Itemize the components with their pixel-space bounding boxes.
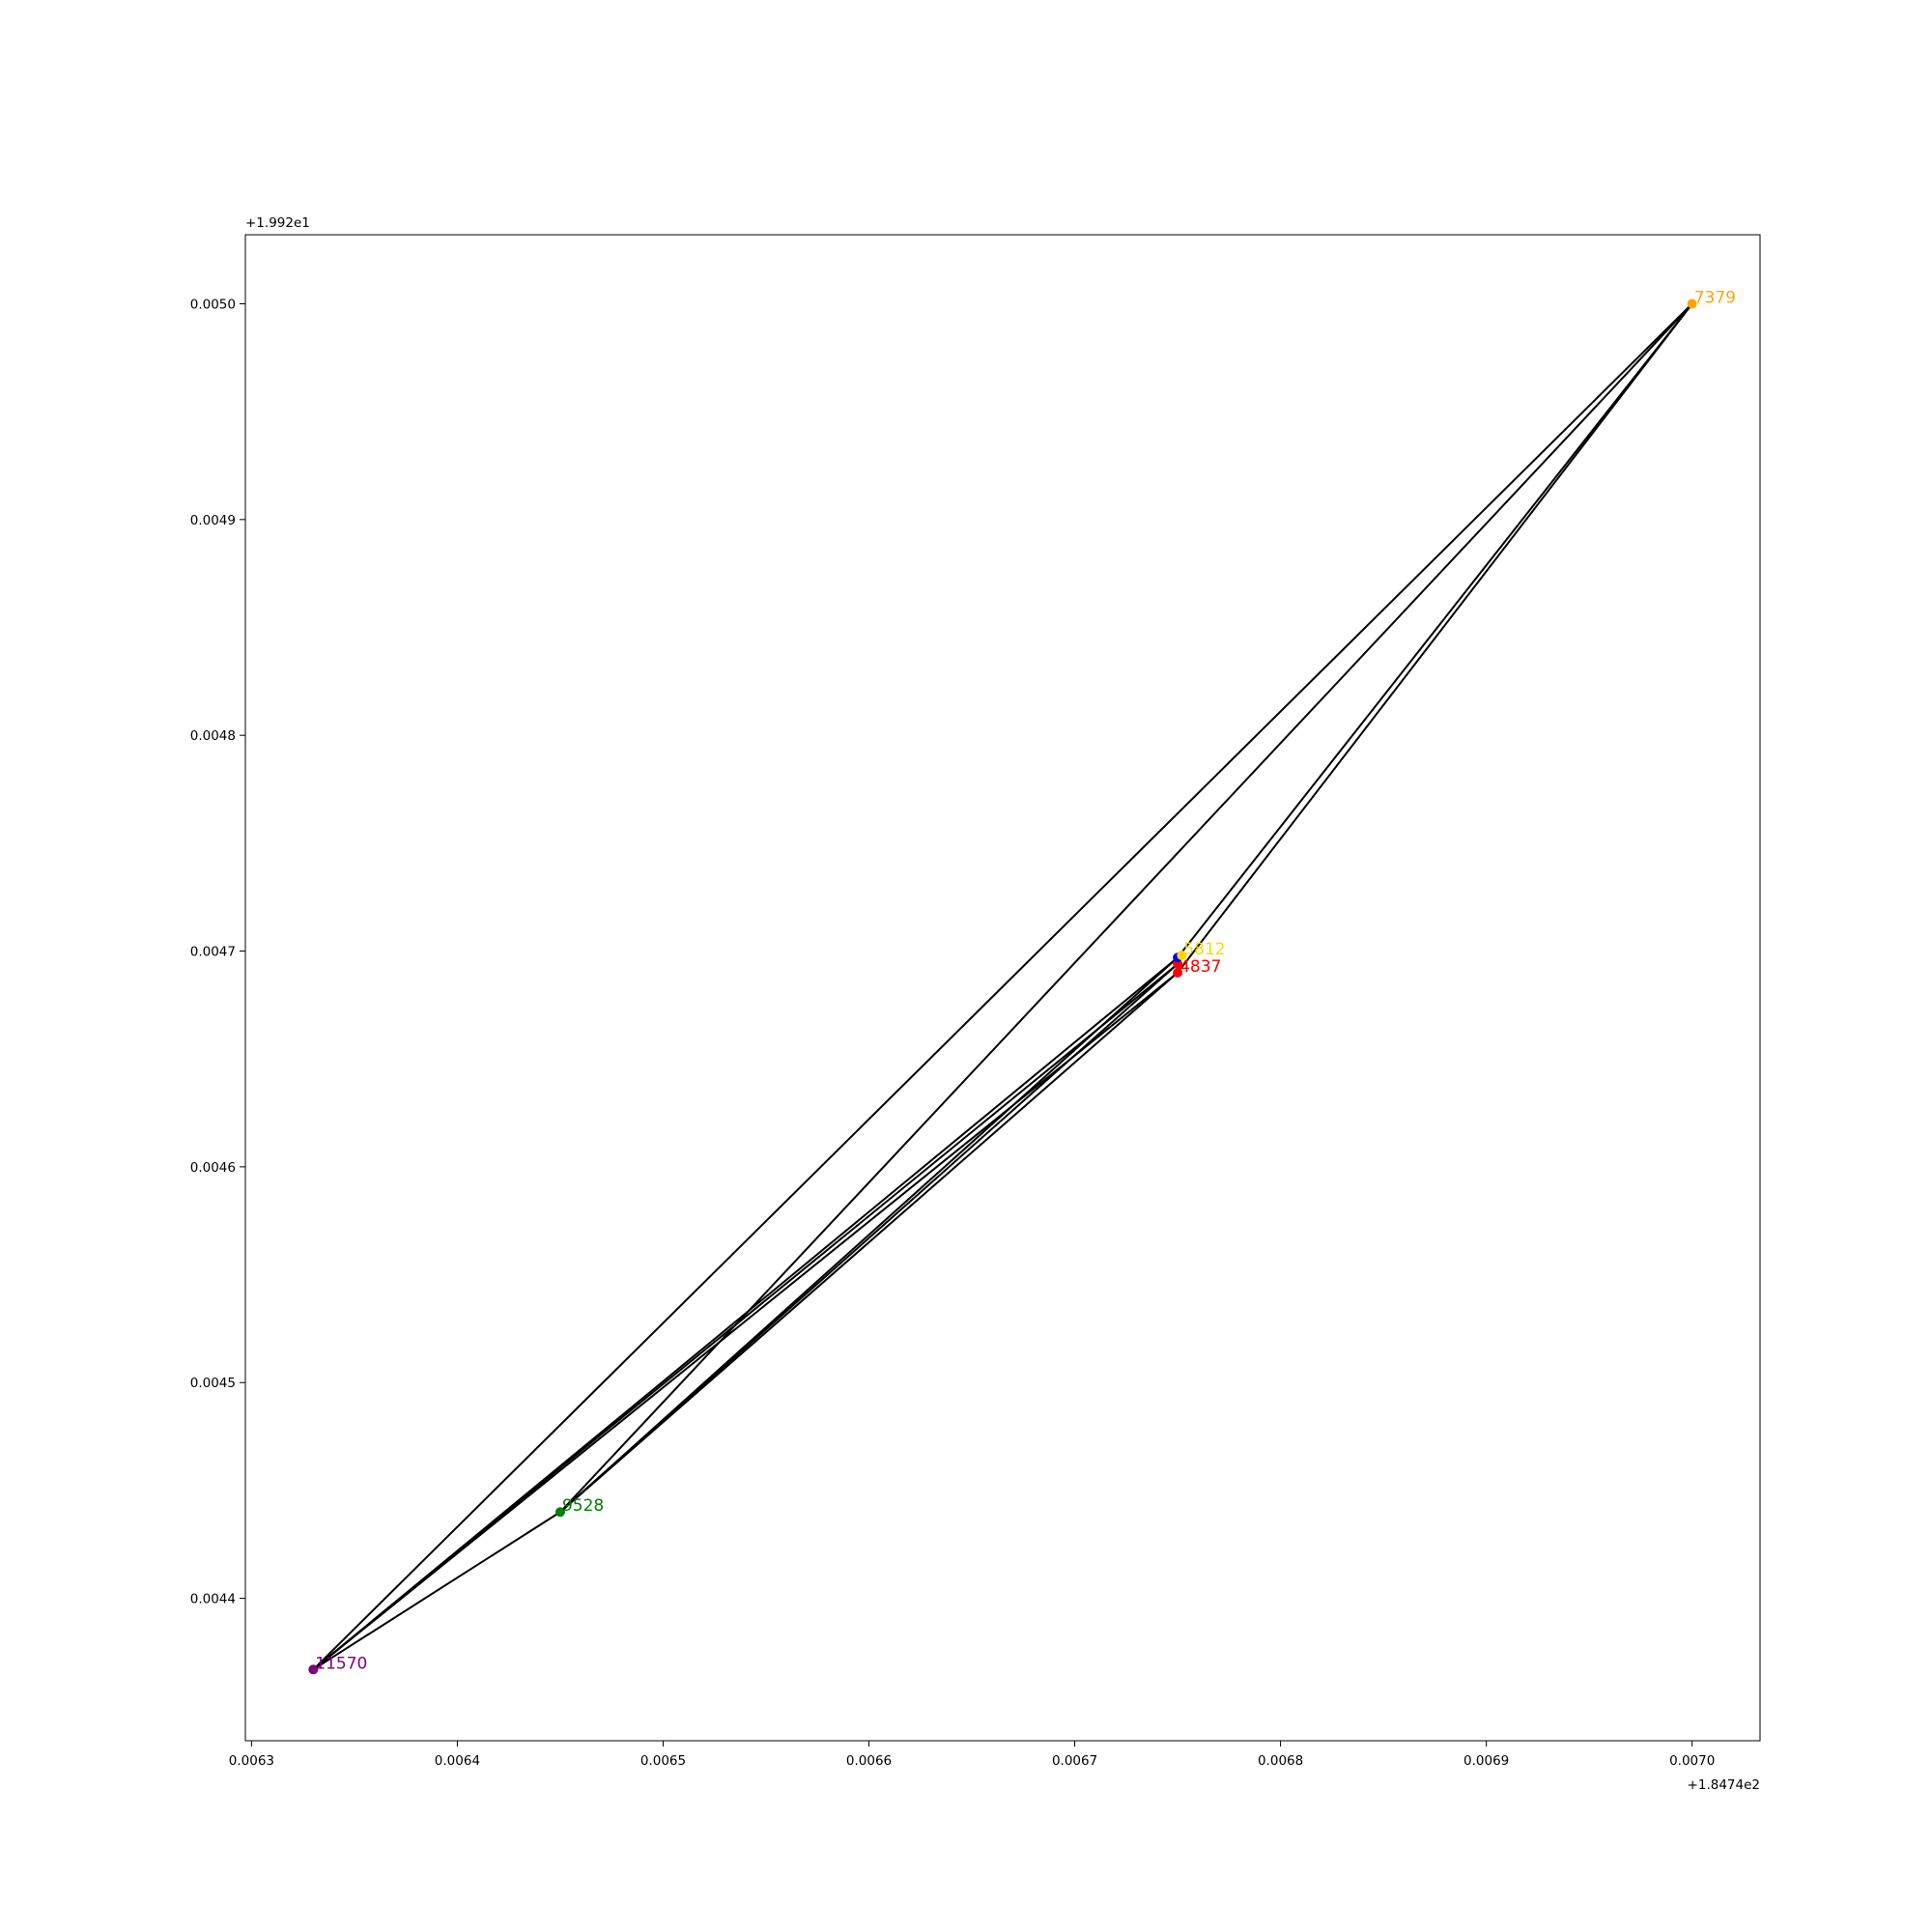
edge-11570-b1 (312, 956, 1179, 1671)
y-tick-label-5: 0.0049 (190, 513, 236, 528)
edge-11570-7379 (312, 302, 1693, 1671)
y-tick-label-6: 0.0050 (190, 297, 236, 312)
x-tick-label-6: 0.0069 (1463, 1753, 1509, 1769)
x-tick-label-4: 0.0067 (1052, 1753, 1097, 1769)
edge-11570-9528 (312, 1511, 561, 1671)
edges-layer (312, 302, 1693, 1671)
points-layer (308, 298, 1697, 1675)
edge-9528-4837 (559, 972, 1179, 1513)
edge-9528-b1 (559, 956, 1179, 1513)
y-tick-label-0: 0.0044 (190, 1592, 236, 1607)
y-axis: 0.0044 0.0045 0.0046 0.0047 0.0048 0.0049 0.00… (190, 297, 245, 1607)
node-point-5812 (1177, 950, 1187, 960)
node-label-9528: 9528 (562, 1496, 604, 1516)
node-label-4837: 4837 (1179, 957, 1221, 977)
node-label-7379: 7379 (1694, 288, 1736, 307)
edge-b1-7379 (1177, 302, 1693, 958)
x-tick-label-5: 0.0068 (1258, 1753, 1303, 1769)
y-tick-label-2: 0.0046 (190, 1160, 236, 1176)
plot-frame (244, 234, 1761, 1742)
edge-9528-7379 (559, 302, 1693, 1513)
x-offset-label: +1.8474e2 (1688, 1777, 1760, 1793)
y-tick-label-3: 0.0047 (190, 945, 236, 960)
x-tick-label-7: 0.0070 (1669, 1753, 1715, 1769)
y-offset-label: +1.992e1 (245, 215, 310, 231)
node-point-11570 (308, 1664, 319, 1675)
node-label-5812: 5812 (1183, 940, 1225, 959)
y-tick-label-1: 0.0045 (190, 1376, 236, 1391)
axes-layer: 0.0063 0.0064 0.0065 0.0066 0.0067 0.0068 0.00… (190, 215, 1761, 1793)
x-tick-label-0: 0.0063 (229, 1753, 274, 1769)
edge-4837-7379 (1177, 302, 1693, 974)
y-tick-label-4: 0.0048 (190, 728, 236, 744)
node-point-7379 (1687, 298, 1697, 309)
x-tick-label-3: 0.0066 (846, 1753, 892, 1769)
edge-11570-4837 (312, 972, 1179, 1671)
x-axis: 0.0063 0.0064 0.0065 0.0066 0.0067 0.0068 0.00… (229, 1741, 1715, 1769)
node-point-9528 (554, 1507, 565, 1518)
node-point-4837 (1173, 967, 1183, 978)
node-label-11570: 11570 (315, 1654, 367, 1673)
x-tick-label-1: 0.0064 (435, 1753, 480, 1769)
x-tick-label-2: 0.0065 (640, 1753, 686, 1769)
